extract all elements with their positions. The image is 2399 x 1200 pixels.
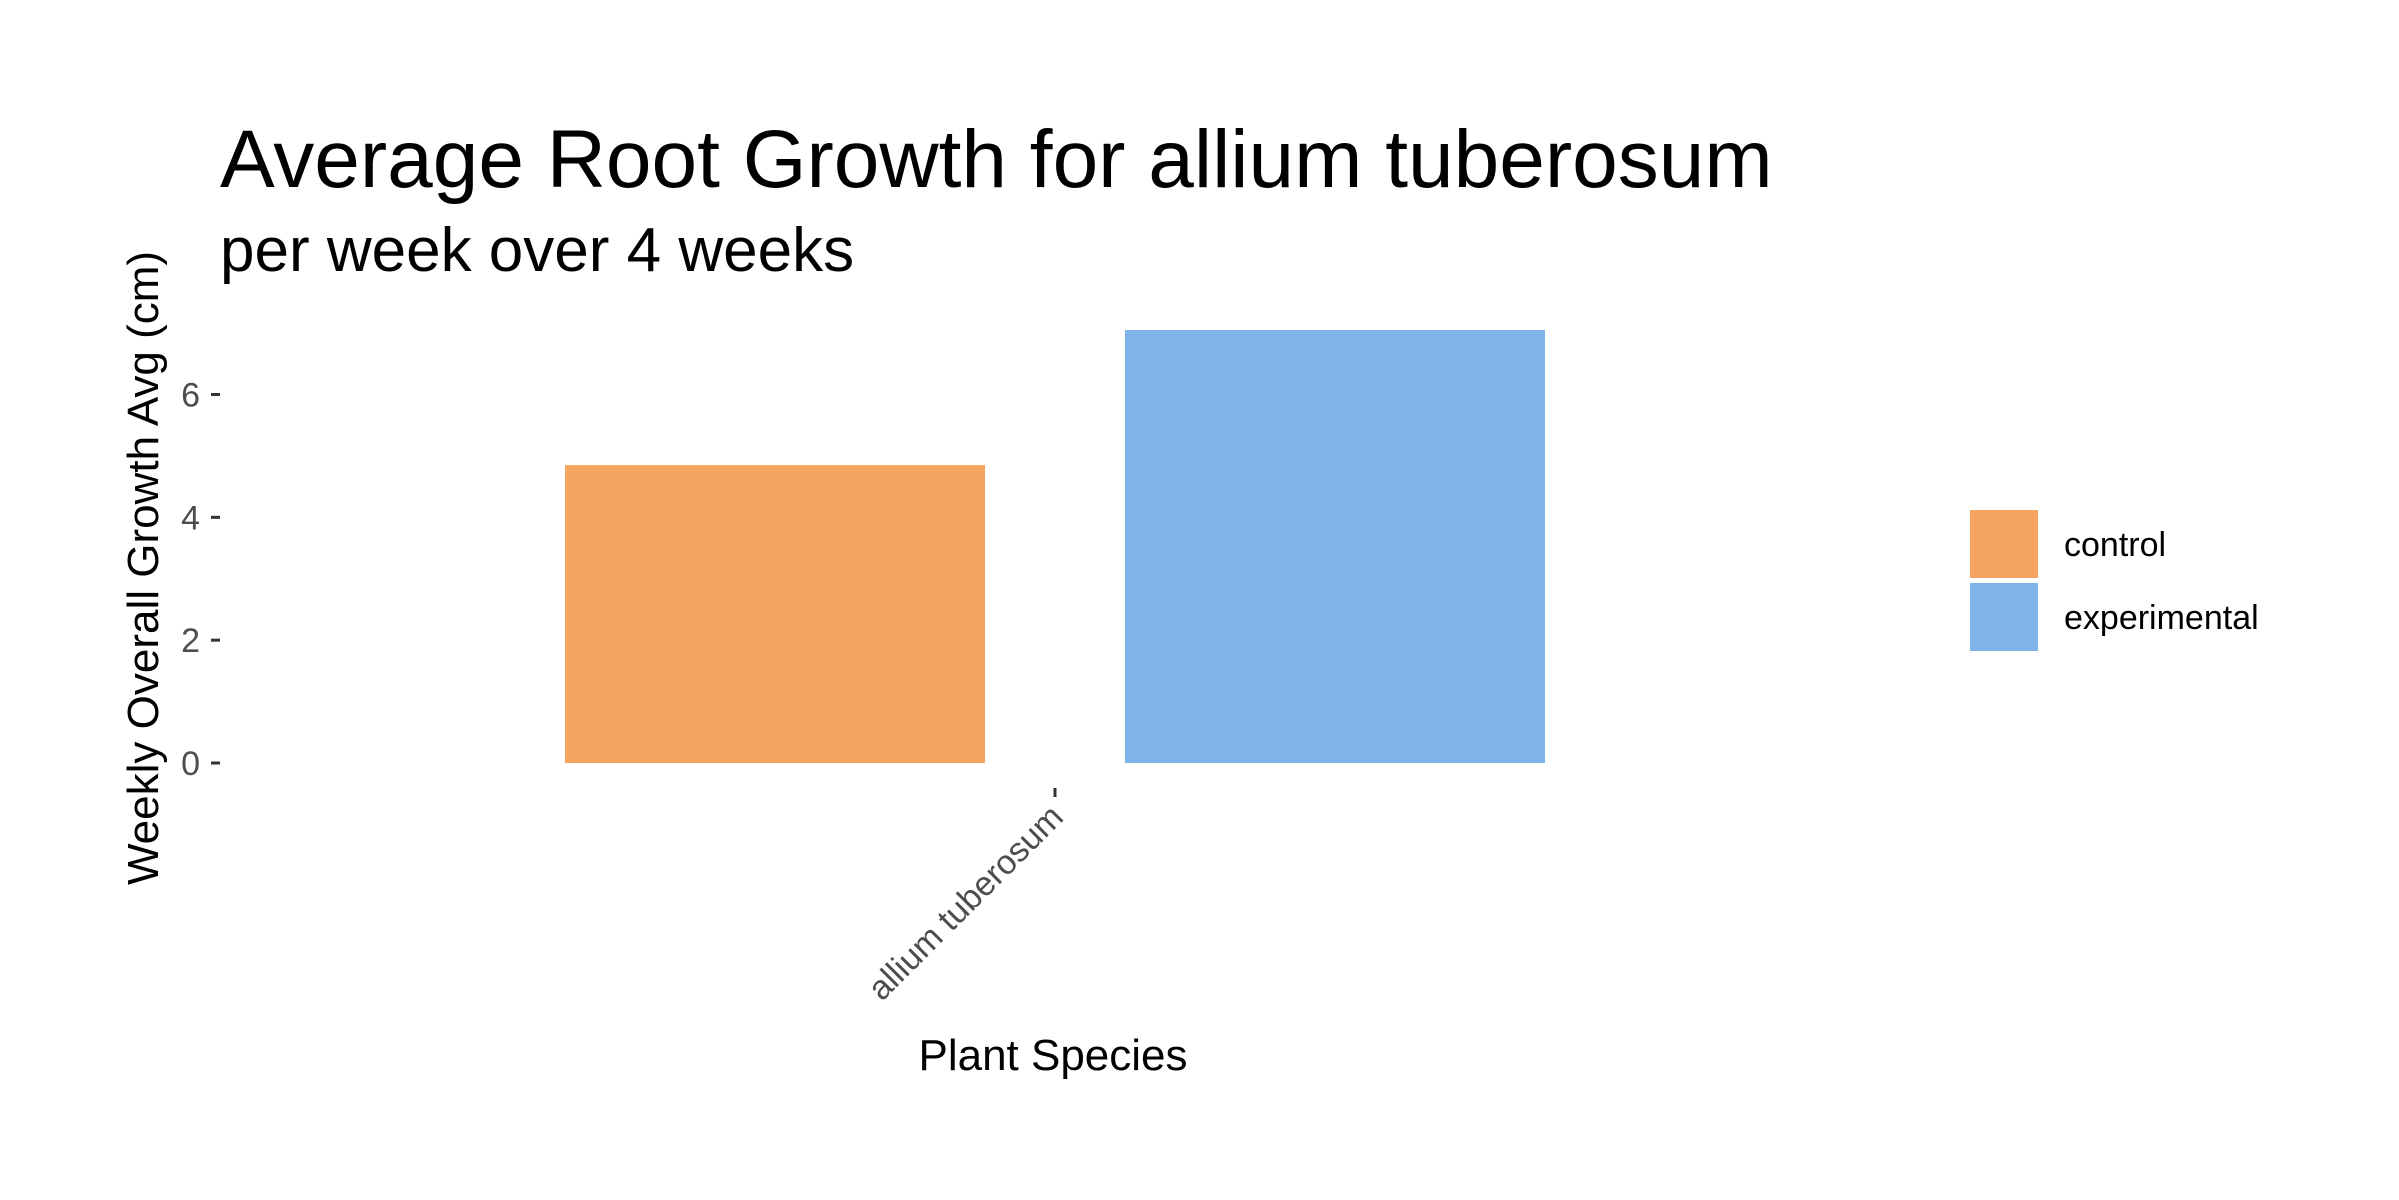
legend-key-control — [1970, 510, 2038, 578]
y-axis: 0 2 4 6 — [181, 376, 220, 783]
y-tick-label: 4 — [181, 499, 200, 537]
bar-experimental — [1125, 330, 1545, 763]
bar-control — [565, 465, 985, 763]
y-tick-label: 6 — [181, 376, 200, 414]
bars — [565, 330, 1545, 763]
x-axis-title: Plant Species — [918, 1031, 1187, 1080]
x-axis: allium tuberosum — [861, 788, 1071, 1008]
chart-subtitle: per week over 4 weeks — [220, 216, 854, 285]
legend: control experimental — [1970, 510, 2259, 651]
chart-title: Average Root Growth for allium tuberosum — [220, 114, 1773, 205]
legend-key-experimental — [1970, 583, 2038, 651]
y-tick-label: 2 — [181, 622, 200, 660]
x-tick-label: allium tuberosum — [861, 798, 1071, 1008]
legend-label-control: control — [2064, 526, 2166, 564]
legend-label-experimental: experimental — [2064, 599, 2259, 637]
y-tick-label: 0 — [181, 745, 200, 783]
y-axis-title: Weekly Overall Growth Avg (cm) — [119, 251, 168, 885]
